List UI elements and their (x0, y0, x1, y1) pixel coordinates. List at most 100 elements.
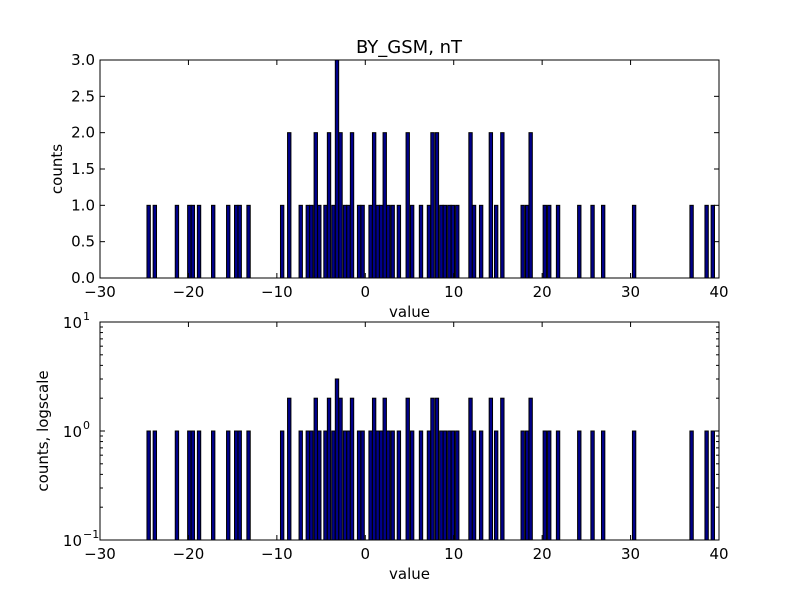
histogram-bar (488, 132, 494, 279)
histogram-bar-logscale (187, 430, 192, 541)
histogram-bar-logscale (356, 430, 362, 541)
histogram-bar (500, 132, 505, 279)
histogram-bar-logscale (442, 430, 448, 541)
x-tick-label: 30 (621, 545, 640, 563)
histogram-bar (287, 132, 292, 279)
histogram-bar (396, 204, 402, 279)
histogram-bar-logscale (500, 397, 505, 541)
histogram-bar (442, 204, 448, 279)
histogram-bar-logscale (237, 430, 242, 541)
y-tick-label-base: 10 (63, 314, 82, 332)
y-tick-label: 0.5 (71, 233, 95, 251)
histogram-bar-logscale (418, 430, 424, 541)
bottom-axes-frame (99, 321, 720, 541)
histogram-bar-logscale (396, 430, 402, 541)
histogram-bar-logscale (447, 430, 452, 541)
histogram-bar (190, 204, 196, 279)
histogram-bar-logscale (426, 430, 432, 541)
histogram-bar (246, 204, 251, 279)
y-tick-label: 1.5 (71, 160, 95, 178)
top-axes-frame (99, 59, 720, 279)
histogram-bar-logscale (349, 397, 355, 541)
histogram-bar-logscale (405, 397, 410, 541)
histogram-bar-logscale (287, 397, 292, 541)
histogram-bar-logscale (190, 430, 196, 541)
histogram-bar (704, 204, 709, 279)
histogram-bar (528, 132, 533, 279)
histogram-bar (447, 204, 452, 279)
histogram-bar (371, 132, 377, 279)
histogram-bar-logscale (710, 430, 715, 541)
x-tick-label: 0 (361, 545, 371, 563)
chart-title: BY_GSM, nT (356, 37, 463, 58)
histogram-bar-logscale (524, 430, 530, 541)
histogram-bar-logscale (379, 430, 384, 541)
histogram-bar (356, 204, 362, 279)
histogram-bar (710, 204, 715, 279)
top-x-ticks: −30 −20 −10 0 10 20 30 40 (84, 60, 729, 301)
histogram-bar-logscale (323, 430, 328, 541)
histogram-bar (450, 204, 456, 279)
histogram-bar (524, 204, 530, 279)
histogram-bar (434, 132, 440, 279)
x-tick-label: −10 (261, 283, 293, 301)
histogram-bar (600, 204, 606, 279)
histogram-bar-logscale (439, 430, 444, 541)
histogram-bar (331, 204, 336, 279)
x-tick-label: −30 (84, 283, 116, 301)
histogram-bar (317, 204, 322, 279)
y-tick-label: 2.0 (71, 124, 95, 142)
histogram-bar (334, 59, 340, 279)
x-tick-label: 10 (444, 283, 463, 301)
histogram-bar (382, 132, 387, 279)
histogram-bar-logscale (689, 430, 694, 541)
bottom-x-axis-label: value (389, 565, 430, 583)
histogram-bar (342, 204, 348, 279)
histogram-bar-logscale (313, 397, 318, 541)
histogram-bar (298, 204, 303, 279)
histogram-bar (478, 204, 484, 279)
top-x-axis-label: value (389, 303, 430, 321)
top-histogram-chart: BY_GSM, nT 0.00.51.01.52.02.53.0 −30 −20−… (48, 37, 729, 321)
histogram-bar-logscale (390, 430, 395, 541)
histogram-bar (430, 132, 435, 279)
histogram-bar (226, 204, 231, 279)
histogram-bar-logscale (326, 397, 332, 541)
y-tick-label: 2.5 (71, 87, 95, 105)
histogram-bar (577, 204, 582, 279)
histogram-bar-logscale (386, 430, 391, 541)
histogram-bar (409, 204, 415, 279)
histogram-bar-logscale (211, 430, 216, 541)
histogram-bar (689, 204, 694, 279)
x-tick-label: 30 (621, 283, 640, 301)
histogram-bar (590, 204, 595, 279)
histogram-bar (368, 204, 373, 279)
histogram-bar (279, 204, 285, 279)
histogram-bar (375, 204, 380, 279)
y-tick-label-base: 10 (63, 532, 82, 550)
histogram-bar (196, 204, 202, 279)
histogram-bar-logscale (174, 430, 180, 541)
histogram-bar-logscale (430, 397, 435, 541)
histogram-bar-logscale (382, 397, 387, 541)
x-tick-label: −10 (261, 545, 293, 563)
histogram-bar (237, 204, 242, 279)
histogram-bar-logscale (468, 397, 473, 541)
histogram-bar (146, 204, 151, 279)
histogram-bar (234, 204, 239, 279)
histogram-bar-logscale (334, 378, 340, 541)
histogram-bar-logscale (196, 430, 202, 541)
histogram-bar (152, 204, 158, 279)
histogram-bar (555, 204, 561, 279)
histogram-bar-logscale (547, 430, 552, 541)
histogram-bar (493, 204, 499, 279)
histogram-bar-logscale (493, 430, 499, 541)
histogram-bar-logscale (600, 430, 606, 541)
top-y-axis-label: counts (48, 144, 66, 194)
histogram-bar-logscale (338, 397, 343, 541)
histogram-bar-logscale (305, 430, 310, 541)
histogram-bar (211, 204, 216, 279)
x-tick-label: 0 (361, 283, 371, 301)
